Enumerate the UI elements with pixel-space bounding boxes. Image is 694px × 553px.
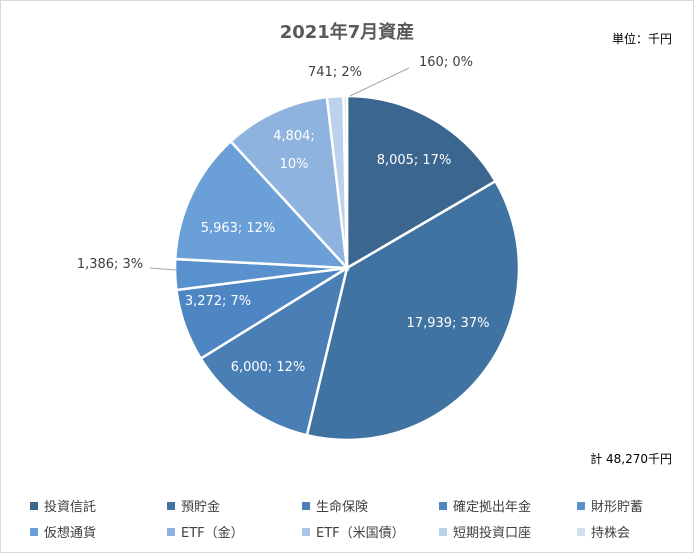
legend-swatch xyxy=(439,527,447,536)
legend-label: ETF（金） xyxy=(181,526,244,541)
legend-label: 確定拠出年金 xyxy=(453,500,532,515)
legend-label: 生命保険 xyxy=(316,500,369,515)
legend-swatch xyxy=(30,527,38,536)
legend-item: ETF（米国債） xyxy=(302,522,405,541)
data-label: 4,804; 10% xyxy=(273,129,315,172)
legend-label: 財形貯蓄 xyxy=(591,500,644,515)
legend-item: 確定拠出年金 xyxy=(439,496,531,515)
legend-item: 生命保険 xyxy=(302,496,368,515)
legend-label: 持株会 xyxy=(591,526,631,541)
data-label: 5,963; 12% xyxy=(201,221,276,236)
legend-swatch xyxy=(577,527,585,536)
total-label: 計 48,270千円 xyxy=(590,452,672,466)
legend-label: ETF（米国債） xyxy=(316,526,405,541)
pie-slice xyxy=(345,94,498,271)
legend-swatch xyxy=(302,501,310,510)
data-label: 1,386; 3% xyxy=(77,257,143,272)
leader-line xyxy=(349,67,410,97)
pie-slice xyxy=(228,95,349,272)
legend-item: 投資信託 xyxy=(30,496,96,515)
data-label: 6,000; 12% xyxy=(231,360,306,375)
legend-label: 投資信託 xyxy=(44,500,97,515)
legend-item: 財形貯蓄 xyxy=(577,496,643,515)
pie-slice xyxy=(342,94,349,269)
unit-label: 単位：千円 xyxy=(611,32,672,46)
legend-item: 預貯金 xyxy=(167,496,220,515)
legend-label: 預貯金 xyxy=(181,500,221,515)
legend-item: 短期投資口座 xyxy=(439,522,531,541)
legend-swatch xyxy=(30,501,38,510)
legend-swatch xyxy=(302,527,310,536)
legend-swatch xyxy=(577,501,585,510)
pie-slice xyxy=(173,139,350,270)
legend-label: 仮想通貨 xyxy=(44,526,97,541)
legend-swatch xyxy=(167,501,175,510)
data-label: 17,939; 37% xyxy=(407,316,490,331)
pie-slice xyxy=(199,265,349,437)
data-label: 3,272; 7% xyxy=(185,294,251,309)
leader-line xyxy=(149,267,177,271)
chart-title: 2021年7月資産 xyxy=(279,22,415,43)
data-label: 8,005; 17% xyxy=(377,153,452,168)
legend-swatch xyxy=(167,527,175,536)
data-label: 160; 0% xyxy=(419,55,473,70)
pie-slice xyxy=(305,179,521,442)
data-label: 741; 2% xyxy=(308,65,362,80)
legend-item: ETF（金） xyxy=(167,522,244,541)
legend-item: 仮想通貨 xyxy=(30,522,96,541)
legend-item: 持株会 xyxy=(577,522,630,541)
legend-swatch xyxy=(439,501,447,510)
legend-label: 短期投資口座 xyxy=(453,526,532,541)
